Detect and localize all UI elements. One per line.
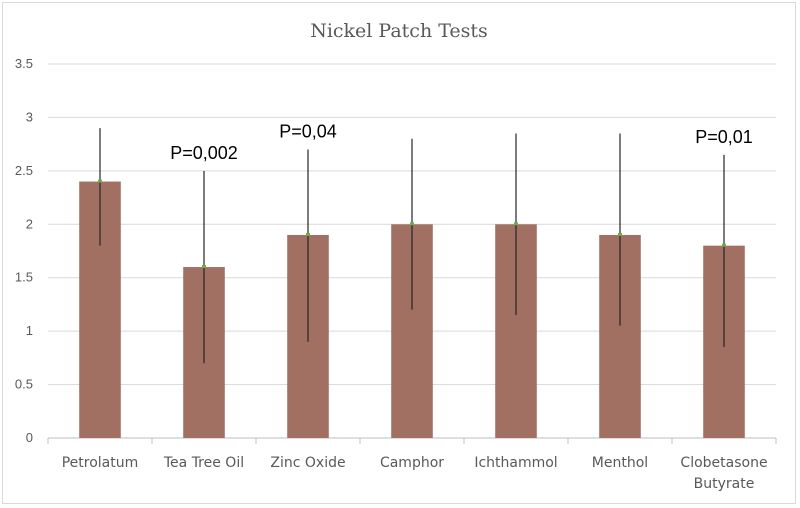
annotations: P=0,002 P=0,04 P=0,01 (170, 121, 753, 162)
y-tick-label: 0 (26, 430, 33, 445)
x-tick-label: Clobetasone (680, 455, 767, 471)
mean-marker (722, 243, 726, 247)
y-tick-label: 2.5 (15, 163, 33, 178)
y-tick-label: 3.5 (15, 56, 33, 71)
y-tick-label: 0.5 (15, 377, 33, 392)
mean-marker (410, 222, 414, 226)
error-bars (98, 128, 726, 364)
y-tick-label: 2 (26, 216, 33, 231)
mean-marker (618, 232, 622, 236)
x-tick-label: Ichthammol (474, 455, 557, 471)
mean-marker (514, 222, 518, 226)
chart-title: Nickel Patch Tests (310, 20, 488, 42)
x-tick-label: Zinc Oxide (270, 455, 345, 471)
x-tick-label: Tea Tree Oil (163, 455, 244, 471)
p-value-annotation: P=0,01 (695, 127, 753, 147)
x-tick-label: Petrolatum (62, 455, 139, 471)
y-tick-label: 3 (26, 109, 33, 124)
mean-marker (98, 179, 102, 183)
x-tick-label: Butyrate (694, 476, 755, 492)
mean-marker (306, 232, 310, 236)
x-axis-ticks: Petrolatum Tea Tree Oil Zinc Oxide Camphor I… (62, 455, 768, 492)
x-tick-label: Camphor (380, 455, 444, 471)
mean-marker (202, 265, 206, 269)
y-tick-label: 1.5 (15, 270, 33, 285)
y-tick-label: 1 (26, 323, 33, 338)
x-tick-label: Menthol (592, 455, 648, 471)
p-value-annotation: P=0,04 (279, 121, 337, 141)
y-axis-ticks: 0 0.5 1 1.5 2 2.5 3 3.5 (15, 56, 33, 445)
p-value-annotation: P=0,002 (170, 143, 238, 163)
